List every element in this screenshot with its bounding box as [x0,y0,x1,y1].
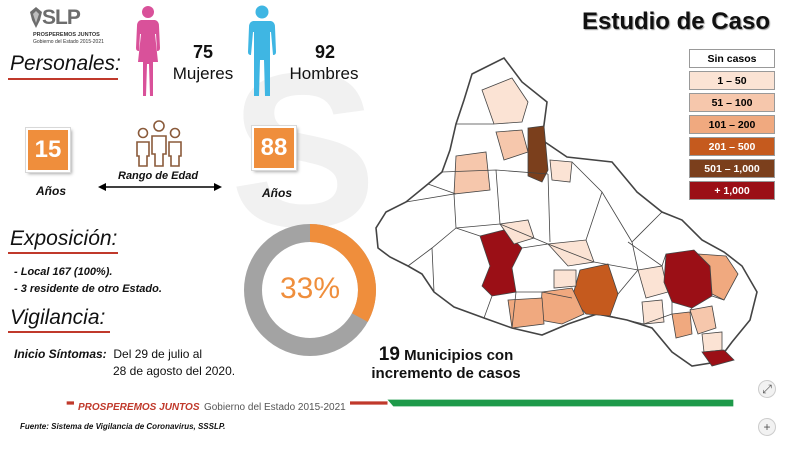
donut-percent-label: 33% [279,272,341,305]
map-region-light-center2 [553,269,577,289]
municipios-line1: Municipios con [404,347,514,364]
legend-item: 1 – 50 [689,71,775,90]
footer-branding: PROSPEREMOS JUNTOS Gobierno del Estado 2… [74,397,350,415]
exposicion-item-local: - Local 167 (100%). [14,266,113,278]
map-region-salmon-sw [507,297,545,329]
personales-underline [8,78,118,80]
mujeres-label: Mujeres [172,64,234,83]
vigilancia-underline [8,331,110,333]
footer-gobierno: Gobierno del Estado 2015-2021 [203,402,346,413]
personales-label: Personales: [10,52,121,75]
municipios-line2: incremento de casos [371,365,521,382]
map-region-light-se2 [701,331,723,353]
legend-item: 501 – 1,000 [689,159,775,178]
inicio-sintomas-label: Inicio Síntomas: [14,347,107,361]
map-region-west-medium [453,151,491,195]
vigilancia-label: Vigilancia: [10,306,106,329]
slp-logo: SLP PROSPEREMOS JUNTOS Gobierno del Esta… [28,6,108,52]
map-region-center-north [549,159,573,183]
page-title: Estudio de Caso [581,8,770,35]
map-legend: Sin casos 1 – 50 51 – 100 101 – 200 201 – 50… [689,49,775,203]
mujeres-count: 75 [192,42,214,62]
legend-item: 101 – 200 [689,115,775,134]
hombres-count: 92 [314,42,336,62]
municipios-count: 19 [378,344,400,365]
municipios-text: 19 Municipios con incremento de casos [356,344,536,383]
municipality-map [375,56,758,367]
map-region-salmon-se [671,311,693,339]
logo-name: SLP [42,6,81,29]
legend-item: 201 – 500 [689,137,775,156]
fit-screen-icon: ⤢ [762,381,772,396]
edad-max-unit: Años [262,186,292,200]
percent-donut [244,224,376,356]
donut-fill-arc [244,224,376,356]
zoom-in-button[interactable]: + [758,418,776,436]
hombres-label: Hombres [289,64,359,83]
slp-emblem-icon [30,7,42,28]
exposicion-item-otro-estado: - 3 residente de otro Estado. [14,283,162,295]
edad-max-box: 88 [251,125,297,171]
legend-item: 51 – 100 [689,93,775,112]
fit-screen-button[interactable]: ⤢ [758,380,776,398]
people-group-icon [136,120,182,167]
exposicion-underline [8,252,118,254]
inicio-sintomas: Inicio Síntomas: Del 29 de julio al [14,347,202,361]
inicio-sintomas-line2: 28 de agosto del 2020. [113,364,236,378]
logo-subline: Gobierno del Estado 2015-2021 [33,39,104,45]
legend-item: Sin casos [689,49,775,68]
map-region-north-light [481,77,529,125]
footer-prosperemos: PROSPEREMOS JUNTOS [78,402,200,413]
double-arrow-icon [98,183,222,191]
plus-icon: + [763,420,771,434]
male-icon [248,5,276,96]
map-region-darkbrown-strip [527,125,549,183]
map-internal-borders [405,123,725,329]
legend-item: + 1,000 [689,181,775,200]
inicio-sintomas-line1: Del 29 de julio al [113,347,203,361]
map-region-light-se [689,305,717,335]
footer-fuente: Fuente: Sistema de Vigilancia de Coronav… [20,422,226,431]
edad-min-unit: Años [36,184,66,198]
edad-min-box: 15 [25,127,71,173]
map-region-light-east2 [641,299,665,325]
rango-edad-label: Rango de Edad [118,170,199,182]
map-region-maroon-south [701,349,735,367]
female-icon [136,6,160,96]
exposicion-label: Exposición: [10,227,118,250]
logo-tagline: PROSPEREMOS JUNTOS [33,32,100,38]
